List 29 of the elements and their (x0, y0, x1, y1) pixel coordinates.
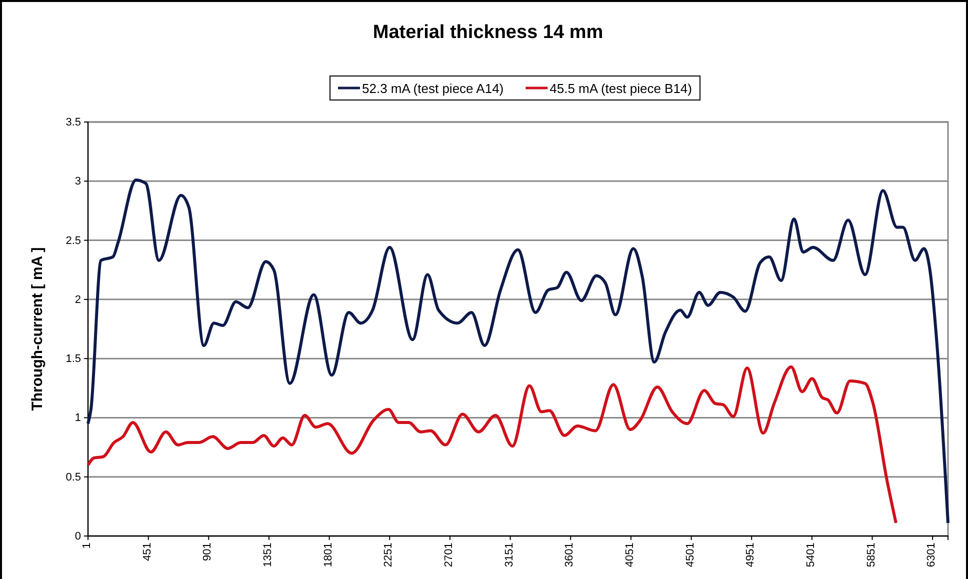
x-tick-label: 5851 (865, 542, 878, 568)
x-tick-label: 4501 (684, 542, 696, 568)
x-tick-label: 3151 (503, 542, 516, 568)
y-tick-label: 0 (74, 530, 81, 543)
y-tick-label: 1 (74, 412, 81, 424)
y-tick-label: 0.5 (66, 471, 81, 484)
x-tick-label: 5401 (804, 542, 817, 568)
x-tick-label: 4951 (744, 542, 757, 568)
x-tick-label: 2251 (382, 542, 395, 568)
x-tick-label: 901 (202, 542, 214, 561)
line-series (86, 365, 898, 524)
legend-label: 52.3 mA (test piece A14) (362, 81, 504, 96)
chart-title: Material thickness 14 mm (372, 22, 604, 43)
x-tick-label: 6301 (926, 542, 938, 568)
legend-label: 45.5 mA (test piece B14) (550, 81, 692, 96)
y-tick-label: 2.5 (66, 234, 81, 247)
y-tick-label: 3 (74, 176, 81, 188)
x-tick-label: 451 (141, 542, 154, 561)
line-series (86, 178, 950, 524)
y-axis-title: Through-current [ mA ] (29, 247, 46, 411)
y-tick-label: 3.5 (66, 116, 81, 129)
x-tick-label: 3601 (564, 542, 576, 568)
y-tick-label: 1.5 (66, 353, 81, 366)
y-tick-label: 2 (74, 294, 81, 306)
x-tick-label: 1 (81, 542, 94, 549)
x-tick-label: 1801 (322, 542, 334, 568)
x-tick-label: 1351 (262, 542, 274, 568)
x-tick-label: 2701 (443, 542, 456, 568)
x-tick-label: 4051 (624, 542, 636, 568)
